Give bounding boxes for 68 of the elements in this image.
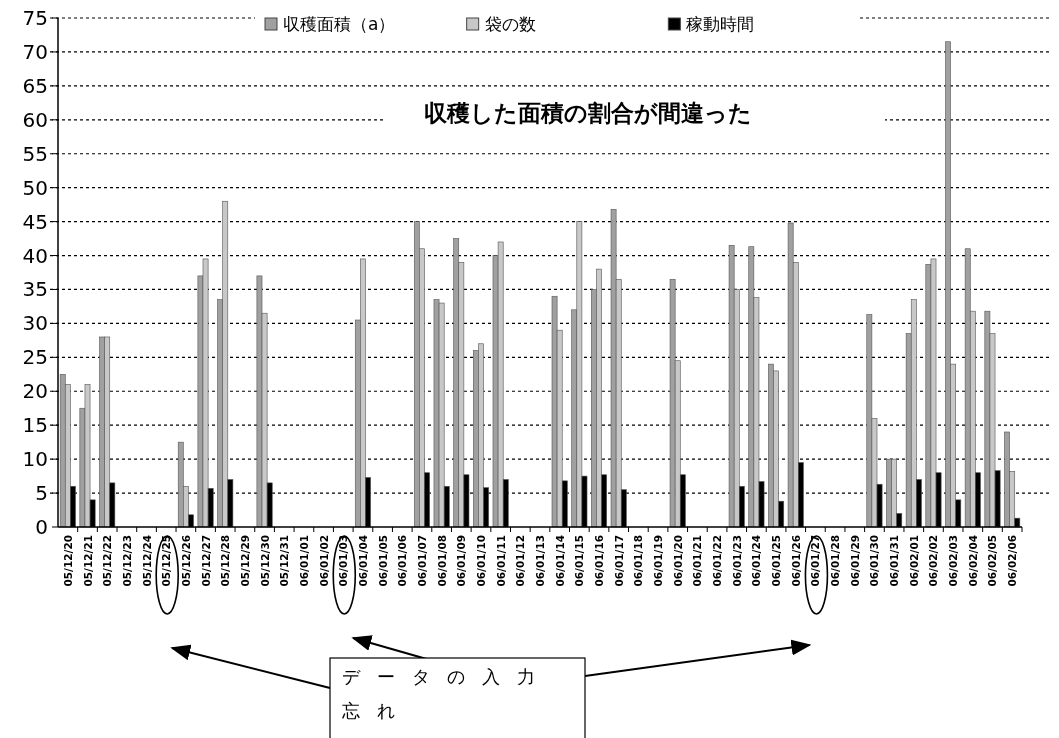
x-tick-label: 06/01/06 — [396, 535, 409, 587]
x-tick-label: 06/01/10 — [474, 535, 487, 587]
x-tick-label: 06/01/31 — [888, 535, 901, 587]
x-tick-label: 06/02/01 — [907, 535, 920, 587]
x-tick-label: 06/01/14 — [553, 535, 566, 587]
x-tick-label: 06/01/29 — [848, 535, 861, 587]
y-tick-label: 65 — [22, 73, 48, 98]
legend-label: 袋の数 — [484, 14, 536, 34]
y-tick-label: 45 — [22, 209, 48, 234]
x-tick-label: 06/01/04 — [356, 535, 369, 587]
y-tick-label: 20 — [22, 379, 48, 404]
y-tick-label: 10 — [22, 447, 48, 472]
x-tick-label: 05/12/31 — [278, 535, 291, 587]
x-tick-label: 05/12/23 — [120, 535, 133, 587]
x-tick-label: 05/12/30 — [258, 535, 271, 587]
x-tick-label: 06/02/03 — [947, 535, 960, 587]
x-tick-label: 06/01/03 — [337, 535, 350, 587]
x-tick-label: 05/12/21 — [81, 535, 94, 587]
y-tick-label: 75 — [22, 6, 48, 30]
x-tick-label: 06/01/11 — [494, 535, 507, 587]
x-tick-label: 06/01/25 — [770, 535, 783, 587]
x-tick-label: 06/02/05 — [986, 535, 999, 587]
y-tick-label: 30 — [22, 311, 48, 336]
x-tick-label: 06/01/01 — [297, 535, 310, 587]
legend-label: 収穫面積（a） — [283, 14, 396, 34]
y-tick-label: 50 — [22, 175, 48, 200]
x-tick-label: 05/12/20 — [61, 535, 74, 587]
x-tick-label: 06/01/07 — [415, 535, 428, 587]
y-tick-label: 25 — [22, 345, 48, 370]
y-tick-label: 55 — [22, 141, 48, 166]
x-tick-label: 06/01/19 — [652, 535, 665, 587]
x-tick-label: 06/02/02 — [927, 535, 940, 587]
x-tick-label: 06/01/15 — [573, 535, 586, 587]
y-tick-label: 70 — [22, 39, 48, 64]
x-tick-label: 05/12/24 — [140, 535, 153, 587]
x-tick-label: 05/12/29 — [238, 535, 251, 587]
x-tick-label: 06/01/08 — [435, 535, 448, 587]
x-tick-label: 06/01/28 — [829, 535, 842, 587]
x-tick-label: 06/01/12 — [514, 535, 527, 587]
x-tick-label: 06/01/13 — [534, 535, 546, 587]
x-tick-label: 05/12/22 — [101, 535, 114, 587]
x-tick-label: 06/01/16 — [593, 535, 606, 587]
x-tick-label: 06/01/18 — [632, 535, 645, 587]
y-tick-label: 0 — [35, 515, 48, 539]
legend-label: 稼動時間 — [686, 14, 755, 34]
y-tick-label: 40 — [22, 243, 48, 268]
x-tick-label: 06/02/06 — [1006, 535, 1019, 587]
x-tick-label: 06/01/26 — [789, 535, 802, 587]
y-tick-label: 35 — [22, 277, 48, 302]
x-tick-label: 05/12/27 — [199, 535, 212, 587]
x-tick-label: 06/01/27 — [809, 535, 822, 587]
x-tick-label: 06/01/05 — [376, 535, 389, 587]
x-tick-label: 06/01/22 — [711, 535, 724, 587]
x-tick-label: 05/12/25 — [160, 535, 173, 587]
y-tick-label: 60 — [22, 107, 48, 132]
x-tick-label: 06/01/24 — [750, 535, 763, 587]
x-tick-label: 06/01/17 — [612, 535, 625, 587]
x-tick-label: 05/12/26 — [179, 535, 192, 587]
x-tick-label: 06/02/04 — [966, 535, 979, 587]
x-tick-label: 06/01/23 — [730, 535, 743, 587]
x-tick-label: 06/01/21 — [691, 535, 704, 587]
y-tick-label: 15 — [22, 413, 48, 438]
y-tick-label: 5 — [35, 481, 48, 506]
x-tick-label: 06/01/09 — [455, 535, 468, 587]
x-tick-label: 06/01/30 — [868, 535, 881, 587]
x-tick-label: 06/01/02 — [317, 535, 330, 587]
x-tick-label: 06/01/20 — [671, 535, 684, 587]
x-tick-label: 05/12/28 — [219, 535, 232, 587]
